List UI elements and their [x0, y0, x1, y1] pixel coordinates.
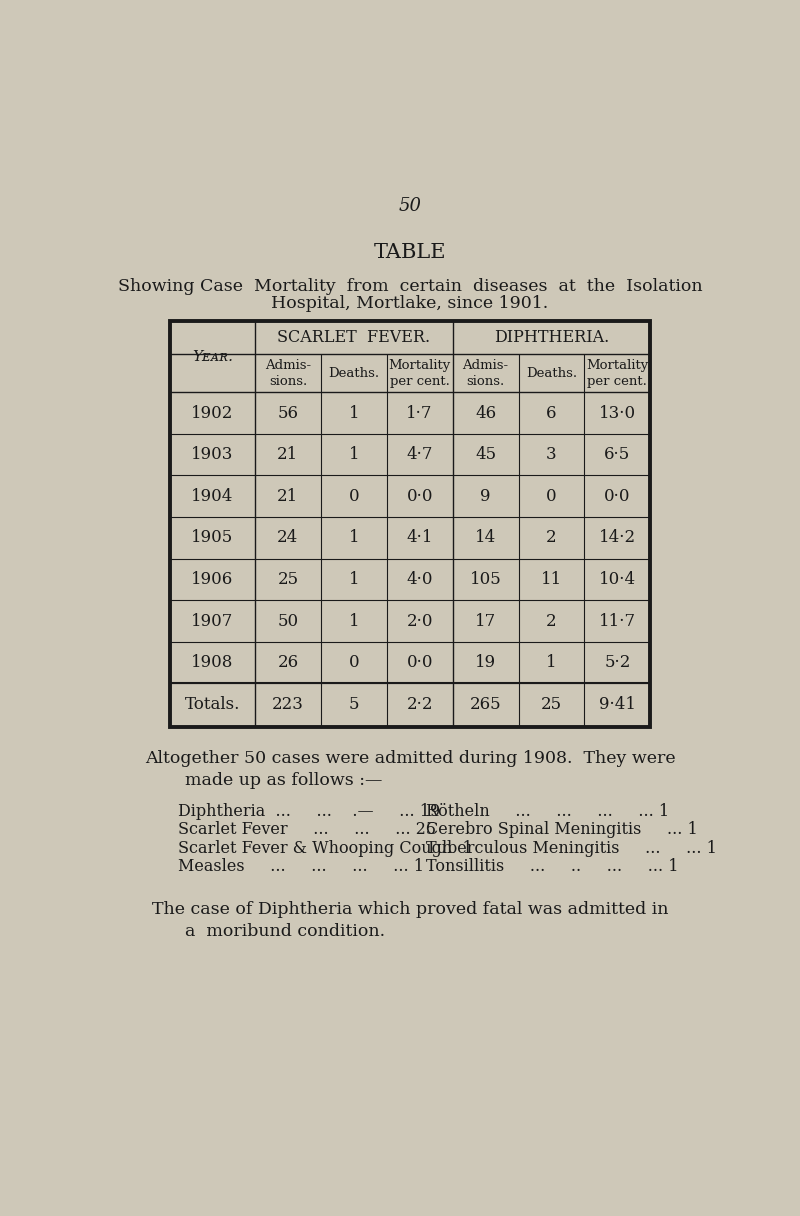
- Text: 1: 1: [349, 613, 359, 630]
- Text: 21: 21: [278, 488, 298, 505]
- Text: 1905: 1905: [191, 529, 234, 546]
- Text: 13·0: 13·0: [598, 405, 636, 422]
- Text: Hospital, Mortlake, since 1901.: Hospital, Mortlake, since 1901.: [271, 294, 549, 311]
- Text: TABLE: TABLE: [374, 243, 446, 261]
- Text: The case of Diphtheria which proved fatal was admitted in: The case of Diphtheria which proved fata…: [152, 901, 668, 918]
- Text: 0: 0: [349, 654, 359, 671]
- Text: 5·2: 5·2: [604, 654, 630, 671]
- Text: 0: 0: [546, 488, 557, 505]
- Text: 0: 0: [349, 488, 359, 505]
- Text: 11·7: 11·7: [598, 613, 636, 630]
- Text: 265: 265: [470, 697, 502, 714]
- Text: 19: 19: [475, 654, 496, 671]
- Text: 1903: 1903: [191, 446, 234, 463]
- Text: 25: 25: [278, 572, 298, 587]
- Text: Tuberculous Meningitis     ...     ... 1: Tuberculous Meningitis ... ... 1: [426, 840, 716, 856]
- Text: Showing Case  Mortality  from  certain  diseases  at  the  Isolation: Showing Case Mortality from certain dise…: [118, 277, 702, 294]
- Text: 0·0: 0·0: [604, 488, 630, 505]
- Text: Admis-
sions.: Admis- sions.: [265, 359, 311, 388]
- Text: 223: 223: [272, 697, 304, 714]
- Text: 25: 25: [541, 697, 562, 714]
- Text: Diphtheria  ...     ...    .—     ... 19: Diphtheria ... ... .— ... 19: [178, 803, 440, 820]
- Text: 10·4: 10·4: [598, 572, 636, 587]
- Text: 1908: 1908: [191, 654, 234, 671]
- Text: 3: 3: [546, 446, 557, 463]
- Text: 4·0: 4·0: [406, 572, 433, 587]
- Text: 21: 21: [278, 446, 298, 463]
- Text: Cerebro Spinal Meningitis     ... 1: Cerebro Spinal Meningitis ... 1: [426, 821, 698, 838]
- Text: 4·7: 4·7: [406, 446, 433, 463]
- Text: made up as follows :—: made up as follows :—: [186, 772, 382, 789]
- Text: 1906: 1906: [191, 572, 234, 587]
- Text: 0·0: 0·0: [406, 654, 433, 671]
- Text: 45: 45: [475, 446, 496, 463]
- Text: 26: 26: [278, 654, 298, 671]
- Text: 50: 50: [278, 613, 298, 630]
- Text: 24: 24: [278, 529, 298, 546]
- Text: 2·2: 2·2: [406, 697, 433, 714]
- Text: 1: 1: [349, 572, 359, 587]
- Text: Altogether 50 cases were admitted during 1908.  They were: Altogether 50 cases were admitted during…: [145, 750, 675, 767]
- Text: 2: 2: [546, 529, 557, 546]
- Text: 4·1: 4·1: [406, 529, 433, 546]
- Text: 1: 1: [546, 654, 557, 671]
- Text: Deaths.: Deaths.: [526, 366, 577, 379]
- Text: 17: 17: [475, 613, 496, 630]
- Text: 56: 56: [278, 405, 298, 422]
- Text: Totals.: Totals.: [185, 697, 240, 714]
- Text: 2·0: 2·0: [406, 613, 433, 630]
- Text: Rötheln     ...     ...     ...     ... 1: Rötheln ... ... ... ... 1: [426, 803, 669, 820]
- Text: a  moribund condition.: a moribund condition.: [186, 923, 386, 940]
- Text: 14: 14: [475, 529, 496, 546]
- Text: Measles     ...     ...     ...     ... 1: Measles ... ... ... ... 1: [178, 858, 423, 876]
- Text: 2: 2: [546, 613, 557, 630]
- Text: 0·0: 0·0: [406, 488, 433, 505]
- Text: 46: 46: [475, 405, 496, 422]
- Text: Admis-
sions.: Admis- sions.: [462, 359, 509, 388]
- Text: 1907: 1907: [191, 613, 234, 630]
- Text: 1904: 1904: [191, 488, 234, 505]
- Text: Mortality
per cent.: Mortality per cent.: [586, 359, 649, 388]
- Text: 1: 1: [349, 405, 359, 422]
- Bar: [170, 321, 650, 726]
- Text: Tonsillitis     ...     ..     ...     ... 1: Tonsillitis ... .. ... ... 1: [426, 858, 678, 876]
- Text: 9·41: 9·41: [599, 697, 636, 714]
- Text: Scarlet Fever     ...     ...     ... 25: Scarlet Fever ... ... ... 25: [178, 821, 436, 838]
- Text: 6·5: 6·5: [604, 446, 630, 463]
- Text: 1·7: 1·7: [406, 405, 433, 422]
- Text: 1902: 1902: [191, 405, 234, 422]
- Text: Scarlet Fever & Whooping Cough  1: Scarlet Fever & Whooping Cough 1: [178, 840, 472, 856]
- Text: Deaths.: Deaths.: [328, 366, 379, 379]
- Text: 105: 105: [470, 572, 502, 587]
- Text: 6: 6: [546, 405, 557, 422]
- Text: 1: 1: [349, 446, 359, 463]
- Text: DIPHTHERIA.: DIPHTHERIA.: [494, 330, 609, 347]
- Text: 9: 9: [480, 488, 491, 505]
- Text: 11: 11: [541, 572, 562, 587]
- Text: Yᴇᴀʀ.: Yᴇᴀʀ.: [192, 350, 233, 364]
- Text: 50: 50: [398, 197, 422, 215]
- Text: SCARLET  FEVER.: SCARLET FEVER.: [278, 330, 430, 347]
- Text: 1: 1: [349, 529, 359, 546]
- Text: 14·2: 14·2: [598, 529, 636, 546]
- Text: Mortality
per cent.: Mortality per cent.: [389, 359, 451, 388]
- Text: 5: 5: [349, 697, 359, 714]
